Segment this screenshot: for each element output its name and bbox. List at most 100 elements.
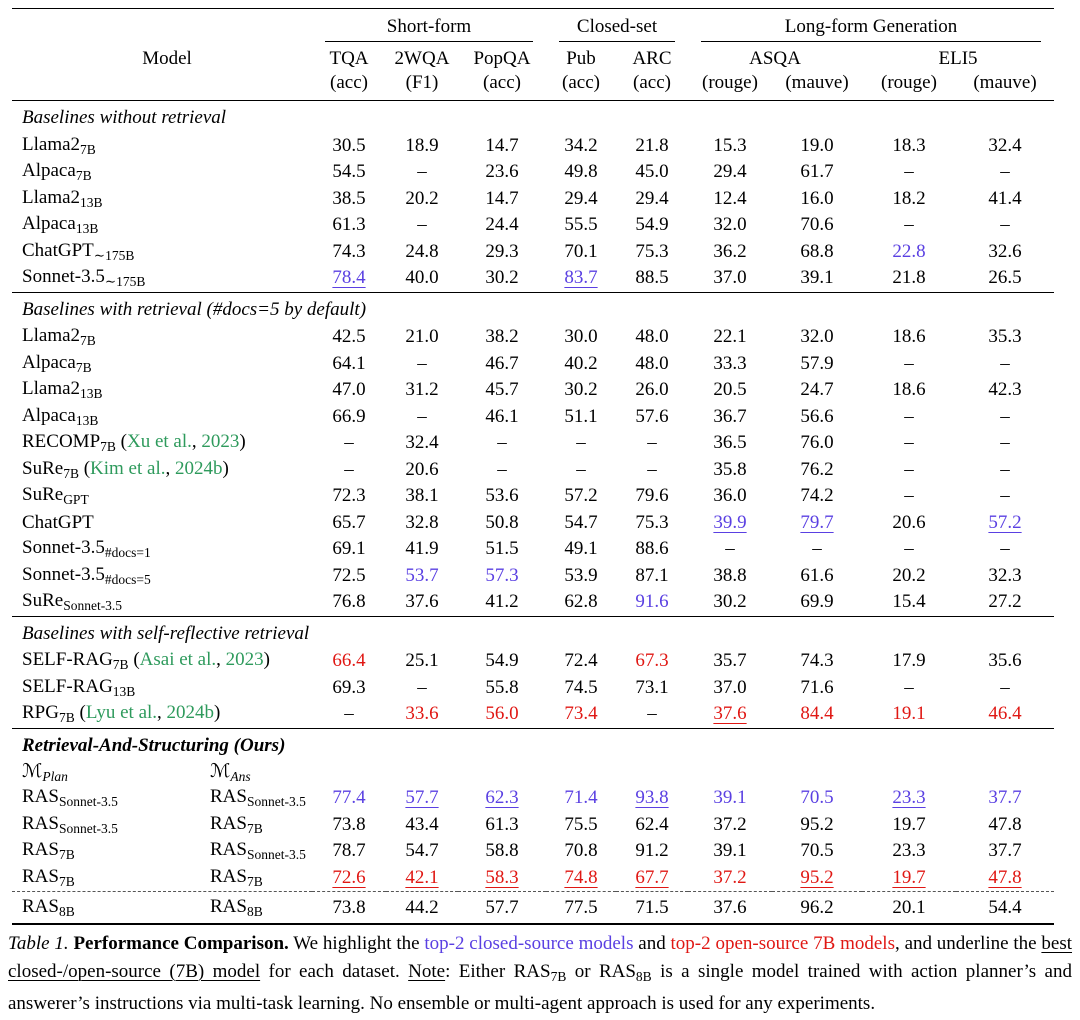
metric-value: 30.2: [713, 591, 747, 613]
metric-value: –: [1000, 538, 1010, 560]
metric-cell: 41.2: [458, 589, 546, 616]
metric-value: 40.0: [405, 267, 439, 289]
column-metric: (rouge): [688, 70, 772, 101]
metric-cell: 19.7: [862, 812, 956, 839]
metric-value: 64.1: [332, 352, 366, 374]
metric-value: 37.2: [713, 813, 747, 835]
citation-link[interactable]: 2023: [201, 431, 240, 453]
metric-value: 57.3: [485, 564, 519, 586]
model-cell: Alpaca7B: [22, 160, 92, 184]
metric-cell: 70.1: [546, 239, 616, 266]
metric-cell: –: [386, 404, 458, 431]
metric-value: 24.7: [800, 379, 834, 401]
metric-value: 40.2: [564, 352, 598, 374]
citation-link[interactable]: 2023: [225, 649, 264, 671]
model-cell: Llama213B: [22, 378, 103, 402]
metric-value: 41.9: [405, 538, 439, 560]
metric-value: –: [647, 703, 657, 725]
metric-cell: 78.7: [312, 838, 386, 865]
metric-value: 37.7: [988, 787, 1022, 809]
metric-cell: –: [688, 536, 772, 563]
metric-value: 38.8: [713, 564, 747, 586]
metric-value: 46.7: [485, 352, 519, 374]
metric-value: 18.6: [892, 326, 926, 348]
metric-value: 79.6: [635, 485, 669, 507]
metric-value: 56.0: [485, 703, 519, 725]
metric-cell: 30.2: [458, 265, 546, 292]
metric-cell: 17.9: [862, 648, 956, 675]
metric-cell: 23.3: [862, 838, 956, 865]
metric-cell: 21.8: [616, 133, 688, 160]
metric-value: 49.8: [564, 161, 598, 183]
performance-table-container: Short-form Closed-set Long-form Generation…: [12, 8, 1055, 925]
citation-link[interactable]: Xu et al.: [126, 431, 192, 453]
metric-value: 50.8: [485, 511, 519, 533]
metric-value: 75.3: [635, 240, 669, 262]
column-group-label: Long-form Generation: [701, 16, 1042, 42]
metric-cell: 33.3: [688, 351, 772, 378]
section-header-row: Retrieval-And-Structuring (Ours): [12, 727, 1055, 760]
metric-cell: –: [458, 457, 546, 484]
metric-value: 73.1: [635, 676, 669, 698]
metric-cell: 26.0: [616, 377, 688, 404]
metric-cell: 55.5: [546, 212, 616, 239]
metric-value: –: [1000, 676, 1010, 698]
metric-value: 46.4: [988, 703, 1022, 725]
metric-cell: 88.5: [616, 265, 688, 292]
citation-link[interactable]: 2024b: [174, 457, 223, 479]
metric-value: 37.6: [405, 591, 439, 613]
metric-value: 74.3: [332, 240, 366, 262]
metric-value: –: [1000, 214, 1010, 236]
metric-value: 48.0: [635, 352, 669, 374]
metric-value: –: [344, 458, 354, 480]
citation-link[interactable]: Kim et al.: [90, 457, 166, 479]
metric-value: 61.3: [485, 813, 519, 835]
answer-model: RAS7B: [210, 812, 263, 836]
model-cell: RPG7B (Lyu et al., 2024b): [22, 702, 221, 726]
metric-value: 37.2: [713, 866, 747, 888]
metric-value: 66.9: [332, 405, 366, 427]
metric-value: 18.6: [892, 379, 926, 401]
model-cell: RAS7B RAS7B: [12, 865, 312, 892]
metric-cell: 61.6: [772, 563, 862, 590]
table-row: Llama27B 42.5 21.0 38.2 30.0 48.0 22.1 32.0 18.6…: [12, 324, 1054, 351]
metric-value: 19.7: [892, 813, 926, 835]
metric-cell: 30.2: [688, 589, 772, 616]
metric-value: –: [1000, 352, 1010, 374]
metric-value: –: [904, 485, 914, 507]
metric-cell: 37.7: [956, 838, 1054, 865]
table-row: RAS7B RASSonnet-3.5 78.7 54.7 58.8 70.8 91.2 39…: [12, 838, 1054, 865]
plan-column-label: ℳPlan: [22, 760, 68, 784]
section-header-row: Baselines with retrieval (#docs=5 by def…: [12, 291, 1055, 324]
metric-value: 83.7: [564, 267, 598, 289]
metric-cell: 31.2: [386, 377, 458, 404]
metric-value: 41.2: [485, 591, 519, 613]
metric-cell: 29.4: [546, 186, 616, 213]
metric-value: 62.8: [564, 591, 598, 613]
metric-cell: 50.8: [458, 510, 546, 537]
metric-cell: 32.0: [772, 324, 862, 351]
metric-value: –: [904, 538, 914, 560]
metric-cell: 54.9: [458, 648, 546, 675]
citation-link[interactable]: Asai et al.: [139, 649, 217, 671]
model-cell: RAS8B RAS8B: [12, 891, 312, 925]
metric-cell: 54.4: [956, 891, 1055, 925]
metric-value: 71.6: [800, 676, 834, 698]
metric-cell: 55.8: [458, 675, 546, 702]
column-group-header: Short-form: [312, 8, 546, 42]
metric-value: –: [497, 458, 507, 480]
metric-cell: 66.9: [312, 404, 386, 431]
metric-value: 69.9: [800, 591, 834, 613]
metric-cell: 62.4: [616, 812, 688, 839]
citation-link[interactable]: Lyu et al.: [85, 702, 158, 724]
metric-value: 47.0: [332, 379, 366, 401]
metric-value: 61.7: [800, 161, 834, 183]
metric-cell: 40.2: [546, 351, 616, 378]
metric-value: –: [904, 676, 914, 698]
metric-cell: –: [772, 536, 862, 563]
column-metric: (F1): [386, 70, 458, 101]
plan-model: RAS7B: [22, 865, 75, 889]
citation-link[interactable]: 2024b: [166, 702, 215, 724]
column-header: 2WQA: [394, 48, 450, 69]
metric-value: 84.4: [800, 703, 834, 725]
